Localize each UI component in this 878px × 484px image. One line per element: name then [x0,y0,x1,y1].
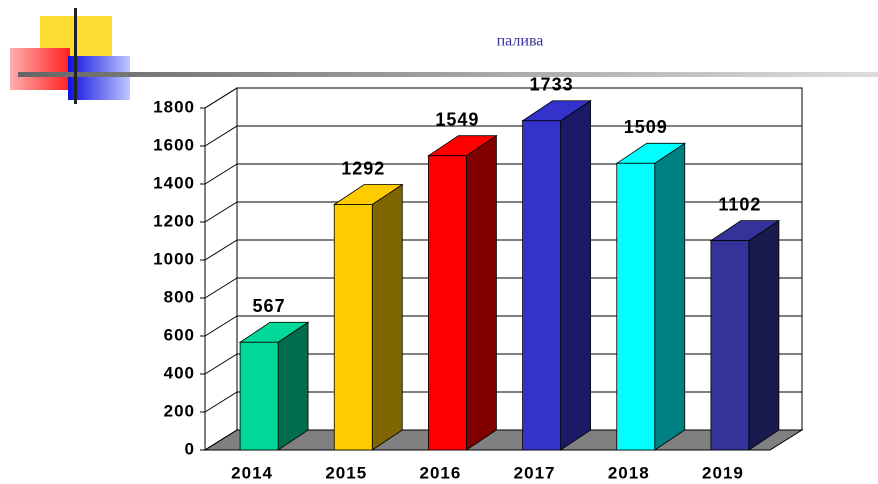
bar [616,162,656,451]
bar-side [371,183,403,451]
data-label: 1102 [718,194,761,214]
y-tick-label: 600 [164,325,195,344]
decoration [10,8,878,104]
y-tick-label: 1200 [153,211,195,230]
grid-line [204,125,238,147]
grid-line [204,353,238,375]
bar [239,341,279,451]
grid-line [204,315,238,337]
x-tick-label: 2018 [608,463,650,482]
x-tick-label: 2014 [231,463,273,482]
side-wall [204,87,238,451]
x-tick-label: 2019 [702,463,744,482]
plot: 0 200 400 600 800 1000 1200 1400 1600 1800 2014 567… [153,74,804,482]
bar [333,204,373,451]
bar-side [748,219,780,451]
bar-side [560,99,591,451]
y-tick-label: 0 [185,439,195,458]
y-tick-label: 400 [164,363,195,382]
data-label: 1292 [341,158,385,178]
grid-line [204,391,238,413]
y-tick-label: 1800 [153,97,195,116]
data-label: 1733 [530,74,574,94]
y-tick-label: 1600 [153,135,195,154]
bar-side [654,142,686,451]
x-tick-label: 2017 [514,463,556,482]
data-label: 1549 [435,109,479,129]
grid-line [204,87,238,109]
bar-side [277,321,309,451]
grid-line [204,163,238,185]
bar [428,155,467,451]
grid-line [204,201,238,223]
y-tick-label: 200 [164,401,195,420]
bar [710,240,750,451]
chart-title: палива [497,33,544,50]
grid-line [204,429,238,451]
data-label: 1509 [624,117,668,137]
bar-side [466,134,497,451]
x-tick-label: 2016 [420,463,462,482]
x-tick-label: 2015 [325,463,367,482]
y-tick-label: 800 [164,287,195,306]
y-tick-label: 1400 [153,173,195,192]
grid-line [204,239,238,261]
y-tick-label: 1000 [153,249,195,268]
data-label: 567 [253,296,286,316]
bar [522,120,561,451]
grid-line [204,277,238,299]
